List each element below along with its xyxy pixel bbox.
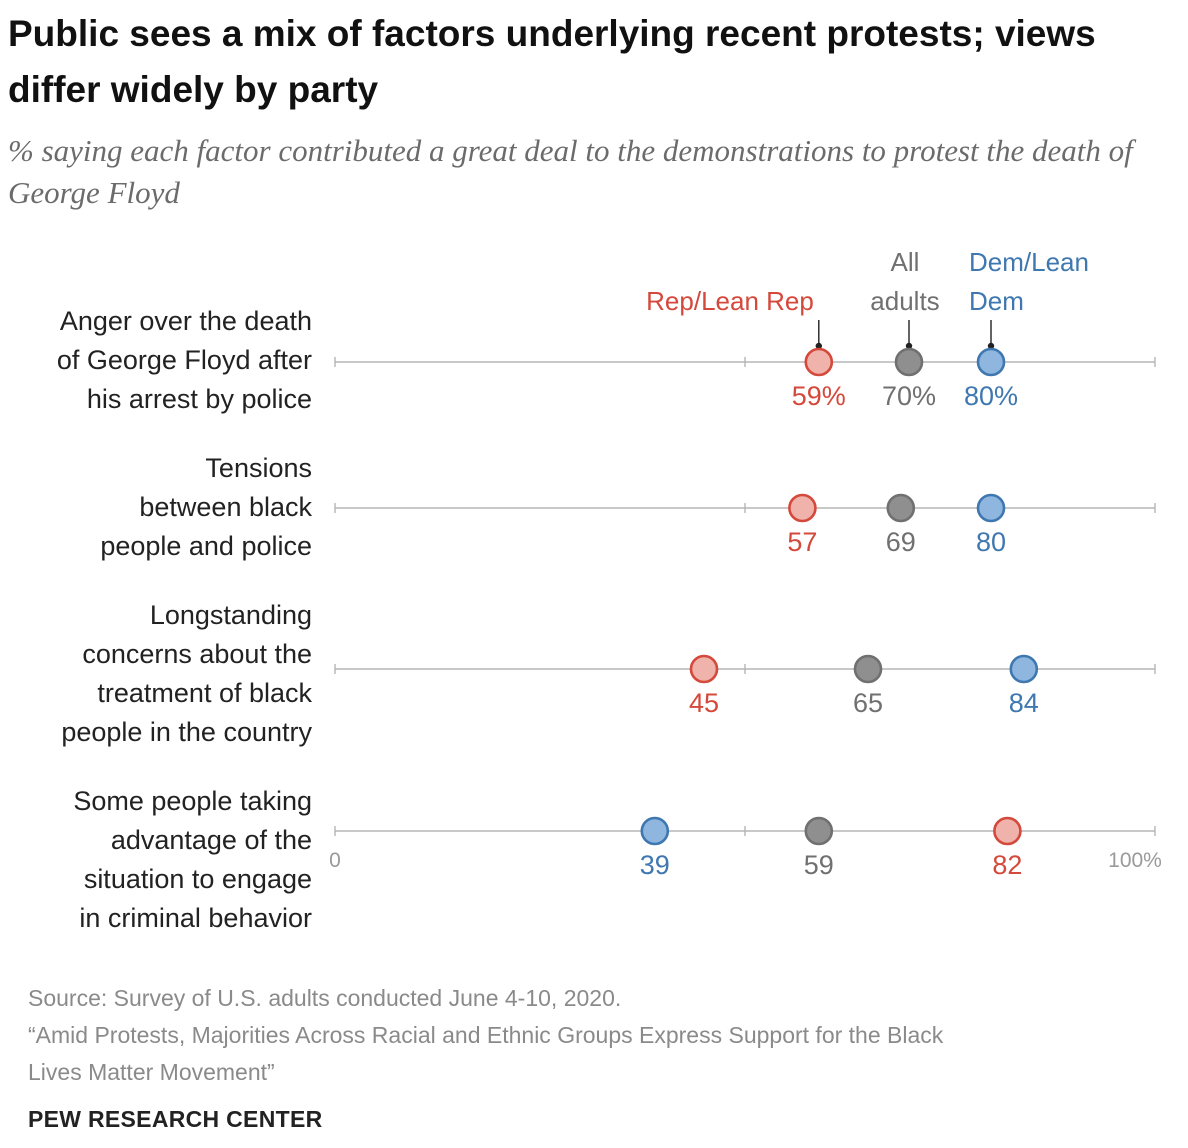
source-line: “Amid Protests, Majorities Across Racial… [28,1022,944,1048]
row-label-line: Anger over the death [59,306,312,336]
row-label-line: situation to engage [83,864,312,894]
value-label-all: 70% [882,381,936,411]
dot-plot: Rep/Lean Rep All adults Dem/Lean Dem 59%… [329,247,1162,880]
row-label-line: Tensions [205,453,312,483]
legend-dem-label-line2: Dem [969,286,1024,316]
legend-dem-label-line1: Dem/Lean [969,247,1089,277]
row-label-criminal: Some people taking advantage of the situ… [73,782,312,938]
dot-all [886,493,916,523]
axis-max-label: 100% [1108,849,1162,872]
row-label-line: people and police [100,531,312,561]
row-label-tensions: Tensions between black people and police [100,449,312,566]
value-label-dem: 80 [976,527,1006,557]
dot-rep [788,493,817,523]
dot-all [894,347,924,377]
row-label-line: in criminal behavior [79,903,312,933]
row-label-line: Longstanding [149,600,312,630]
row-label-line: of George Floyd after [56,345,312,375]
value-label-rep: 59% [792,381,846,411]
legend-all-label-line2: adults [870,286,939,316]
value-label-dem: 84 [1009,688,1039,718]
legend-leader-dot-dem [987,342,995,350]
row-label-line: treatment of black [97,678,312,708]
legend: Rep/Lean Rep All adults Dem/Lean Dem [646,247,1089,316]
dot-rep [689,654,719,684]
chart-title: Public sees a mix of factors underlying … [8,13,1096,110]
dot-all [853,654,883,684]
source-note: Source: Survey of U.S. adults conducted … [28,980,1168,1091]
row-label-longstanding: Longstanding concerns about the treatmen… [61,596,312,752]
value-label-rep: 82 [992,850,1022,880]
value-label-dem: 80% [964,381,1018,411]
value-label-rep: 45 [689,688,719,718]
legend-all-label-line1: All [891,247,920,277]
dot-all [804,816,834,846]
dot-dem [976,493,1006,523]
plot-area: 59% 57 45 82 70% 69 65 59 80% 80 84 39 0 100% [329,320,1162,880]
legend-leader-dot-all [905,342,913,350]
row-label-line: his arrest by police [86,384,312,414]
row-label-line: between black [139,492,312,522]
dot-dem [640,816,670,846]
dot-rep [804,347,834,377]
source-line: Source: Survey of U.S. adults conducted … [28,985,622,1011]
chart-subtitle: % saying each factor contributed a great… [8,133,1133,210]
dot-dem [976,347,1006,377]
legend-leader-dot-rep [815,342,822,350]
value-label-dem: 39 [640,850,670,880]
dot-rep [993,816,1022,846]
value-label-all: 59 [804,850,834,880]
brand-logo-text: PEW RESEARCH CENTER [28,1106,323,1132]
axis-min-label: 0 [329,849,341,872]
source-line: Lives Matter Movement” [28,1059,275,1085]
row-label-line: concerns about the [82,639,312,669]
value-label-all: 69 [886,527,916,557]
dot-dem [1009,654,1039,684]
legend-rep-label: Rep/Lean Rep [646,286,814,316]
row-label-line: advantage of the [110,825,312,855]
row-label-line: people in the country [61,717,312,747]
row-label-anger: Anger over the death of George Floyd aft… [57,302,312,419]
value-label-rep: 57 [787,527,817,557]
row-label-line: Some people taking [73,786,312,816]
value-label-all: 65 [853,688,883,718]
